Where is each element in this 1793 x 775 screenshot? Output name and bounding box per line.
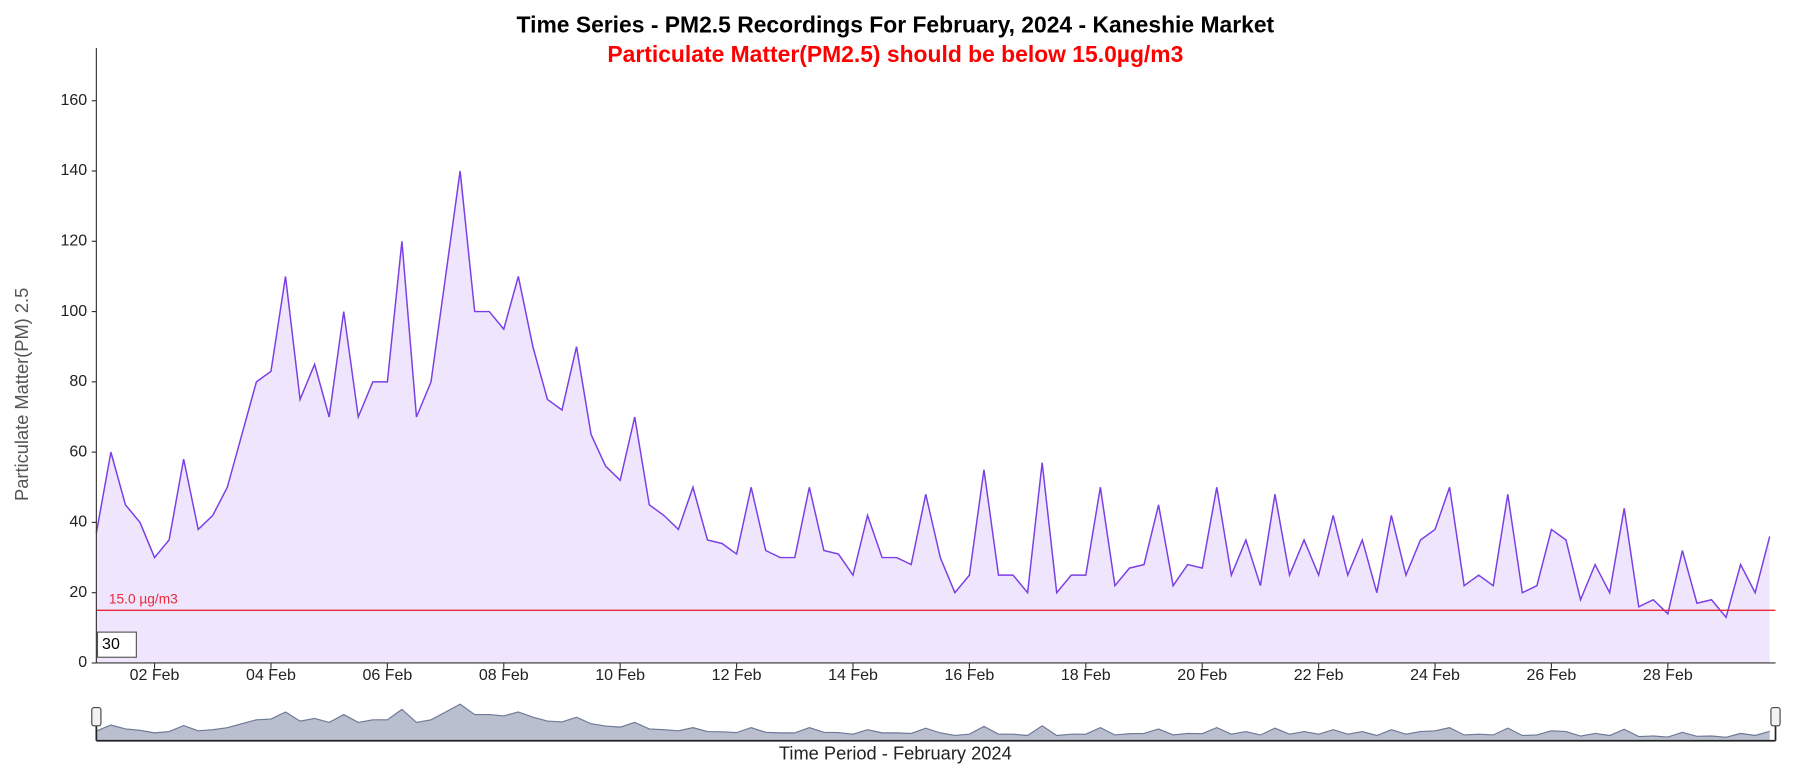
navigator-line <box>96 703 1770 738</box>
x-tick-label: 08 Feb <box>479 667 529 684</box>
y-tick-label: 20 <box>69 584 87 601</box>
series-line <box>95 170 1771 619</box>
x-axis-title: Time Period - February 2024 <box>779 742 1012 763</box>
x-tick-label: 18 Feb <box>1061 667 1111 684</box>
chart-subtitle: Particulate Matter(PM2.5) should be belo… <box>607 41 1183 67</box>
threshold-label: 15.0 µg/m3 <box>109 592 178 607</box>
zoom-input[interactable] <box>96 631 137 658</box>
zoom-value[interactable]: 30 <box>102 636 120 653</box>
chart-title: Time Series - PM2.5 Recordings For Febru… <box>517 11 1275 37</box>
x-tick-label: 10 Feb <box>595 667 645 684</box>
x-tick-label: 28 Feb <box>1643 667 1693 684</box>
navigator-handle[interactable] <box>1770 706 1781 727</box>
y-axis-title: Particulate Matter(PM) 2.5 <box>11 288 32 501</box>
x-tick-label: 06 Feb <box>362 667 412 684</box>
y-tick-label: 140 <box>61 162 88 179</box>
navigator-fill <box>96 704 1770 741</box>
x-tick-label: 26 Feb <box>1527 667 1577 684</box>
x-tick-label: 12 Feb <box>712 667 762 684</box>
x-tick-label: 02 Feb <box>130 667 180 684</box>
y-tick-label: 80 <box>69 373 87 390</box>
x-tick-label: 24 Feb <box>1410 667 1460 684</box>
x-tick-label: 04 Feb <box>246 667 296 684</box>
y-tick-label: 160 <box>61 92 88 109</box>
y-tick-label: 100 <box>61 303 88 320</box>
x-tick-label: 14 Feb <box>828 667 878 684</box>
x-tick-label: 16 Feb <box>944 667 994 684</box>
navigator-handle[interactable] <box>91 706 102 727</box>
x-tick-label: 20 Feb <box>1177 667 1227 684</box>
y-tick-label: 40 <box>69 514 87 531</box>
y-tick-label: 120 <box>61 233 88 250</box>
y-tick-label: 60 <box>69 443 87 460</box>
y-tick-label: 0 <box>78 654 87 671</box>
area-fill <box>96 171 1770 663</box>
x-tick-label: 22 Feb <box>1294 667 1344 684</box>
